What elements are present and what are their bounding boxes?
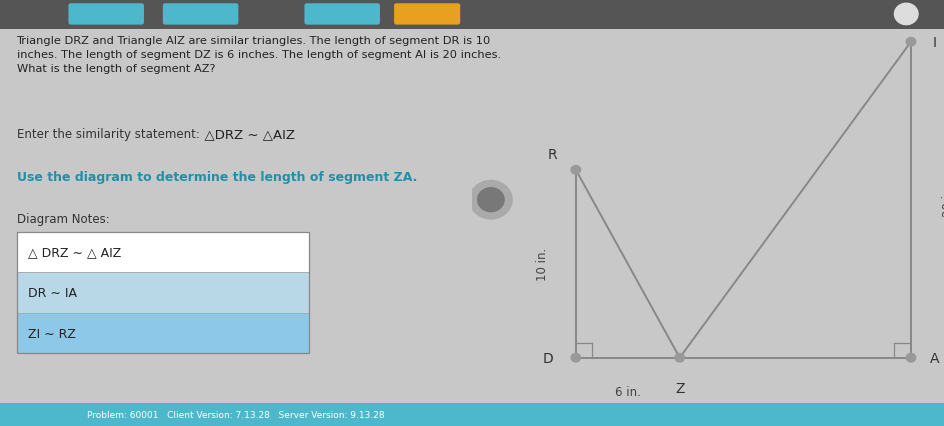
Bar xyxy=(17,232,309,354)
Circle shape xyxy=(895,4,918,26)
Text: Z: Z xyxy=(675,381,684,394)
Circle shape xyxy=(906,354,916,362)
Text: 20 in.: 20 in. xyxy=(942,184,944,217)
Bar xyxy=(17,313,309,354)
Bar xyxy=(17,232,309,273)
FancyBboxPatch shape xyxy=(304,4,379,26)
Text: Enter the similarity statement:: Enter the similarity statement: xyxy=(17,128,199,141)
Text: Problem: 60001   Client Version: 7.13.28   Server Version: 9.13.28: Problem: 60001 Client Version: 7.13.28 S… xyxy=(87,410,385,419)
Text: Diagram Notes:: Diagram Notes: xyxy=(17,213,110,226)
Text: 10 in.: 10 in. xyxy=(536,248,549,281)
Text: △ DRZ ∼ △ AIZ: △ DRZ ∼ △ AIZ xyxy=(28,246,122,259)
Circle shape xyxy=(478,188,504,212)
Text: ZI ∼ RZ: ZI ∼ RZ xyxy=(28,327,76,340)
Text: A: A xyxy=(930,351,939,365)
Circle shape xyxy=(470,181,512,219)
Text: 6 in.: 6 in. xyxy=(615,386,641,398)
Text: D: D xyxy=(542,351,553,365)
FancyBboxPatch shape xyxy=(68,4,143,26)
Bar xyxy=(472,0,944,30)
Circle shape xyxy=(571,166,581,175)
Bar xyxy=(0,0,472,30)
Text: R: R xyxy=(548,148,557,162)
Text: Triangle DRZ and Triangle AIZ are similar triangles. The length of segment DR is: Triangle DRZ and Triangle AIZ are simila… xyxy=(17,36,500,74)
Text: I: I xyxy=(933,36,936,49)
Circle shape xyxy=(675,354,684,362)
Text: △DRZ ∼ △AIZ: △DRZ ∼ △AIZ xyxy=(196,128,295,141)
Text: DR ∼ IA: DR ∼ IA xyxy=(28,286,77,299)
Bar xyxy=(17,273,309,313)
Text: Use the diagram to determine the length of segment ZA.: Use the diagram to determine the length … xyxy=(17,170,417,183)
Bar xyxy=(0,403,472,426)
Bar xyxy=(472,403,944,426)
FancyBboxPatch shape xyxy=(162,4,238,26)
Circle shape xyxy=(906,38,916,47)
Circle shape xyxy=(571,354,581,362)
FancyBboxPatch shape xyxy=(395,4,461,26)
